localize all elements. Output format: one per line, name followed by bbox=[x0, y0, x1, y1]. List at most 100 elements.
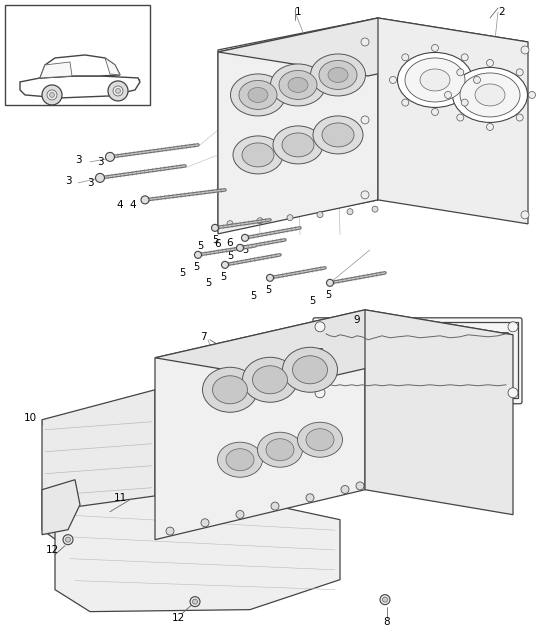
Polygon shape bbox=[218, 18, 378, 232]
Ellipse shape bbox=[298, 422, 342, 457]
Text: 5: 5 bbox=[205, 278, 211, 288]
Polygon shape bbox=[40, 62, 72, 78]
Circle shape bbox=[508, 387, 518, 398]
Ellipse shape bbox=[273, 126, 323, 164]
Circle shape bbox=[461, 54, 468, 61]
Text: 2: 2 bbox=[499, 7, 505, 17]
Text: 5: 5 bbox=[220, 272, 226, 282]
Ellipse shape bbox=[293, 356, 328, 384]
Circle shape bbox=[461, 99, 468, 106]
Circle shape bbox=[267, 274, 274, 281]
Circle shape bbox=[95, 173, 105, 182]
Ellipse shape bbox=[288, 77, 308, 92]
Ellipse shape bbox=[306, 429, 334, 451]
Polygon shape bbox=[42, 390, 155, 571]
Ellipse shape bbox=[239, 80, 277, 109]
Text: 5: 5 bbox=[212, 235, 218, 245]
Circle shape bbox=[141, 196, 149, 204]
Circle shape bbox=[221, 261, 228, 268]
Text: 5: 5 bbox=[193, 262, 199, 272]
Text: 4: 4 bbox=[130, 200, 136, 210]
Circle shape bbox=[63, 534, 73, 544]
Circle shape bbox=[508, 322, 518, 332]
Polygon shape bbox=[55, 490, 340, 612]
Circle shape bbox=[432, 109, 439, 116]
Ellipse shape bbox=[322, 123, 354, 147]
Text: 12: 12 bbox=[45, 544, 59, 555]
Ellipse shape bbox=[270, 64, 325, 106]
Circle shape bbox=[516, 114, 523, 121]
Circle shape bbox=[445, 92, 451, 99]
Polygon shape bbox=[378, 18, 528, 224]
Text: 1: 1 bbox=[295, 7, 301, 17]
Ellipse shape bbox=[233, 136, 283, 174]
Circle shape bbox=[402, 54, 409, 61]
Circle shape bbox=[211, 224, 219, 231]
Ellipse shape bbox=[282, 133, 314, 157]
Circle shape bbox=[383, 597, 387, 602]
Text: 11: 11 bbox=[113, 493, 126, 502]
Polygon shape bbox=[155, 310, 513, 383]
Text: 9: 9 bbox=[354, 315, 360, 325]
Ellipse shape bbox=[311, 54, 366, 96]
Polygon shape bbox=[155, 310, 365, 539]
Polygon shape bbox=[218, 18, 528, 76]
Text: 3: 3 bbox=[75, 155, 81, 165]
Circle shape bbox=[347, 208, 353, 215]
Circle shape bbox=[201, 519, 209, 527]
Ellipse shape bbox=[248, 87, 268, 102]
Polygon shape bbox=[365, 310, 513, 515]
Circle shape bbox=[390, 77, 397, 84]
Polygon shape bbox=[105, 58, 120, 75]
Circle shape bbox=[106, 153, 114, 161]
Circle shape bbox=[372, 206, 378, 212]
Circle shape bbox=[195, 251, 202, 258]
Circle shape bbox=[432, 45, 439, 51]
Circle shape bbox=[402, 99, 409, 106]
Circle shape bbox=[227, 220, 233, 227]
Polygon shape bbox=[315, 322, 518, 398]
Ellipse shape bbox=[397, 53, 473, 107]
Ellipse shape bbox=[252, 365, 288, 394]
Polygon shape bbox=[40, 55, 120, 78]
Ellipse shape bbox=[420, 69, 450, 91]
Ellipse shape bbox=[460, 73, 520, 117]
Text: 6: 6 bbox=[215, 239, 221, 249]
Circle shape bbox=[474, 77, 481, 84]
Text: 5: 5 bbox=[325, 290, 331, 300]
Text: 4: 4 bbox=[117, 200, 123, 210]
Polygon shape bbox=[42, 480, 80, 534]
Ellipse shape bbox=[231, 74, 286, 116]
Text: 7: 7 bbox=[199, 332, 207, 342]
Circle shape bbox=[50, 92, 54, 97]
Text: 8: 8 bbox=[384, 617, 390, 627]
Circle shape bbox=[65, 537, 70, 542]
Circle shape bbox=[326, 279, 334, 286]
Circle shape bbox=[487, 124, 494, 131]
Text: 5: 5 bbox=[265, 285, 271, 295]
Ellipse shape bbox=[242, 143, 274, 167]
Text: 5: 5 bbox=[179, 268, 185, 278]
Circle shape bbox=[271, 502, 279, 510]
Ellipse shape bbox=[328, 67, 348, 82]
Polygon shape bbox=[325, 332, 508, 387]
Circle shape bbox=[236, 511, 244, 519]
Text: 5: 5 bbox=[309, 296, 315, 306]
Circle shape bbox=[361, 38, 369, 46]
Circle shape bbox=[521, 211, 529, 219]
Text: 3: 3 bbox=[65, 176, 71, 186]
Circle shape bbox=[42, 85, 62, 105]
Text: 5: 5 bbox=[250, 291, 256, 301]
Ellipse shape bbox=[475, 84, 505, 106]
Ellipse shape bbox=[452, 67, 528, 122]
Circle shape bbox=[341, 485, 349, 494]
Circle shape bbox=[315, 322, 325, 332]
Circle shape bbox=[521, 46, 529, 54]
Text: 3: 3 bbox=[87, 178, 93, 188]
Text: 5: 5 bbox=[242, 245, 248, 255]
Circle shape bbox=[190, 597, 200, 607]
Circle shape bbox=[241, 234, 249, 241]
Ellipse shape bbox=[257, 432, 302, 467]
Ellipse shape bbox=[226, 449, 254, 471]
Ellipse shape bbox=[279, 70, 317, 99]
